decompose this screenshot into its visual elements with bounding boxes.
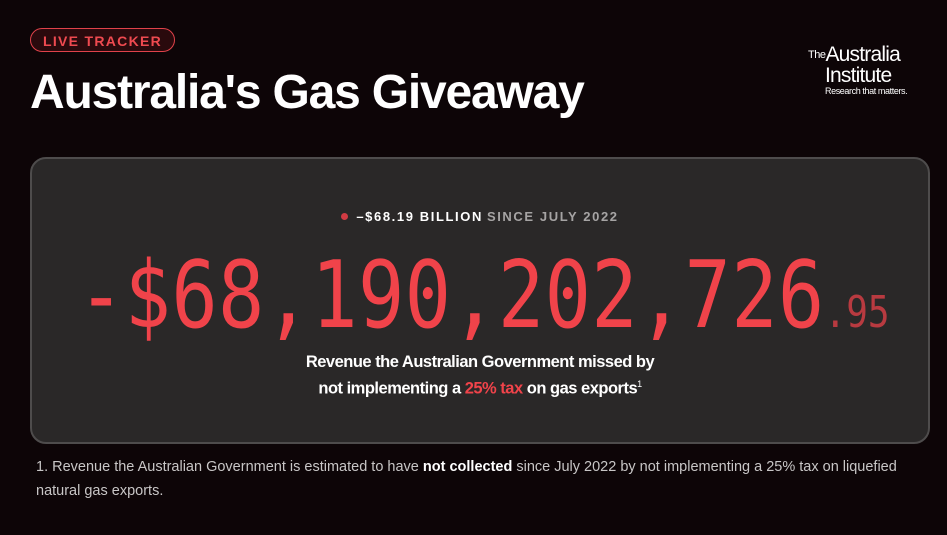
tracker-summary: –$68.19 BILLION SINCE JULY 2022 <box>32 209 928 224</box>
counter-main: -$68,190,202,726 <box>78 243 825 350</box>
description-pre: not implementing a <box>318 379 465 398</box>
summary-since: SINCE JULY 2022 <box>486 209 619 224</box>
summary-amount: –$68.19 BILLION <box>356 209 483 224</box>
footnote-ref[interactable]: 1 <box>637 379 642 389</box>
footnote: 1. Revenue the Australian Government is … <box>36 455 931 503</box>
footnote-text-pre: Revenue the Australian Government is est… <box>52 459 423 475</box>
live-tracker-badge: LIVE TRACKER <box>30 28 176 52</box>
counter-cents: .95 <box>824 288 890 338</box>
logo-the: The <box>808 49 826 61</box>
page-title: Australia's Gas Giveaway <box>30 66 585 119</box>
footnote-bold: not collected <box>422 459 513 475</box>
logo-line2: Institute <box>825 64 892 87</box>
logo-line1: Australia <box>825 43 900 66</box>
australia-institute-logo[interactable]: TheAustralia Institute Research that mat… <box>808 43 918 97</box>
description-post: on gas exports <box>522 379 638 398</box>
footnote-number: 1. <box>36 459 49 475</box>
logo-tagline: Research that matters. <box>825 86 908 96</box>
footnote-text-post: since July 2022 by not implementing a 25… <box>36 459 897 499</box>
description-highlight: 25% tax <box>464 379 523 398</box>
tracker-card: –$68.19 BILLION SINCE JULY 2022 -$68,190,… <box>30 157 930 444</box>
live-counter: -$68,190,202,726.95 <box>78 250 890 356</box>
tracker-description: Revenue the Australian Government missed… <box>32 351 928 400</box>
live-dot-icon <box>341 213 349 220</box>
description-line1: Revenue the Australian Government missed… <box>305 353 655 371</box>
